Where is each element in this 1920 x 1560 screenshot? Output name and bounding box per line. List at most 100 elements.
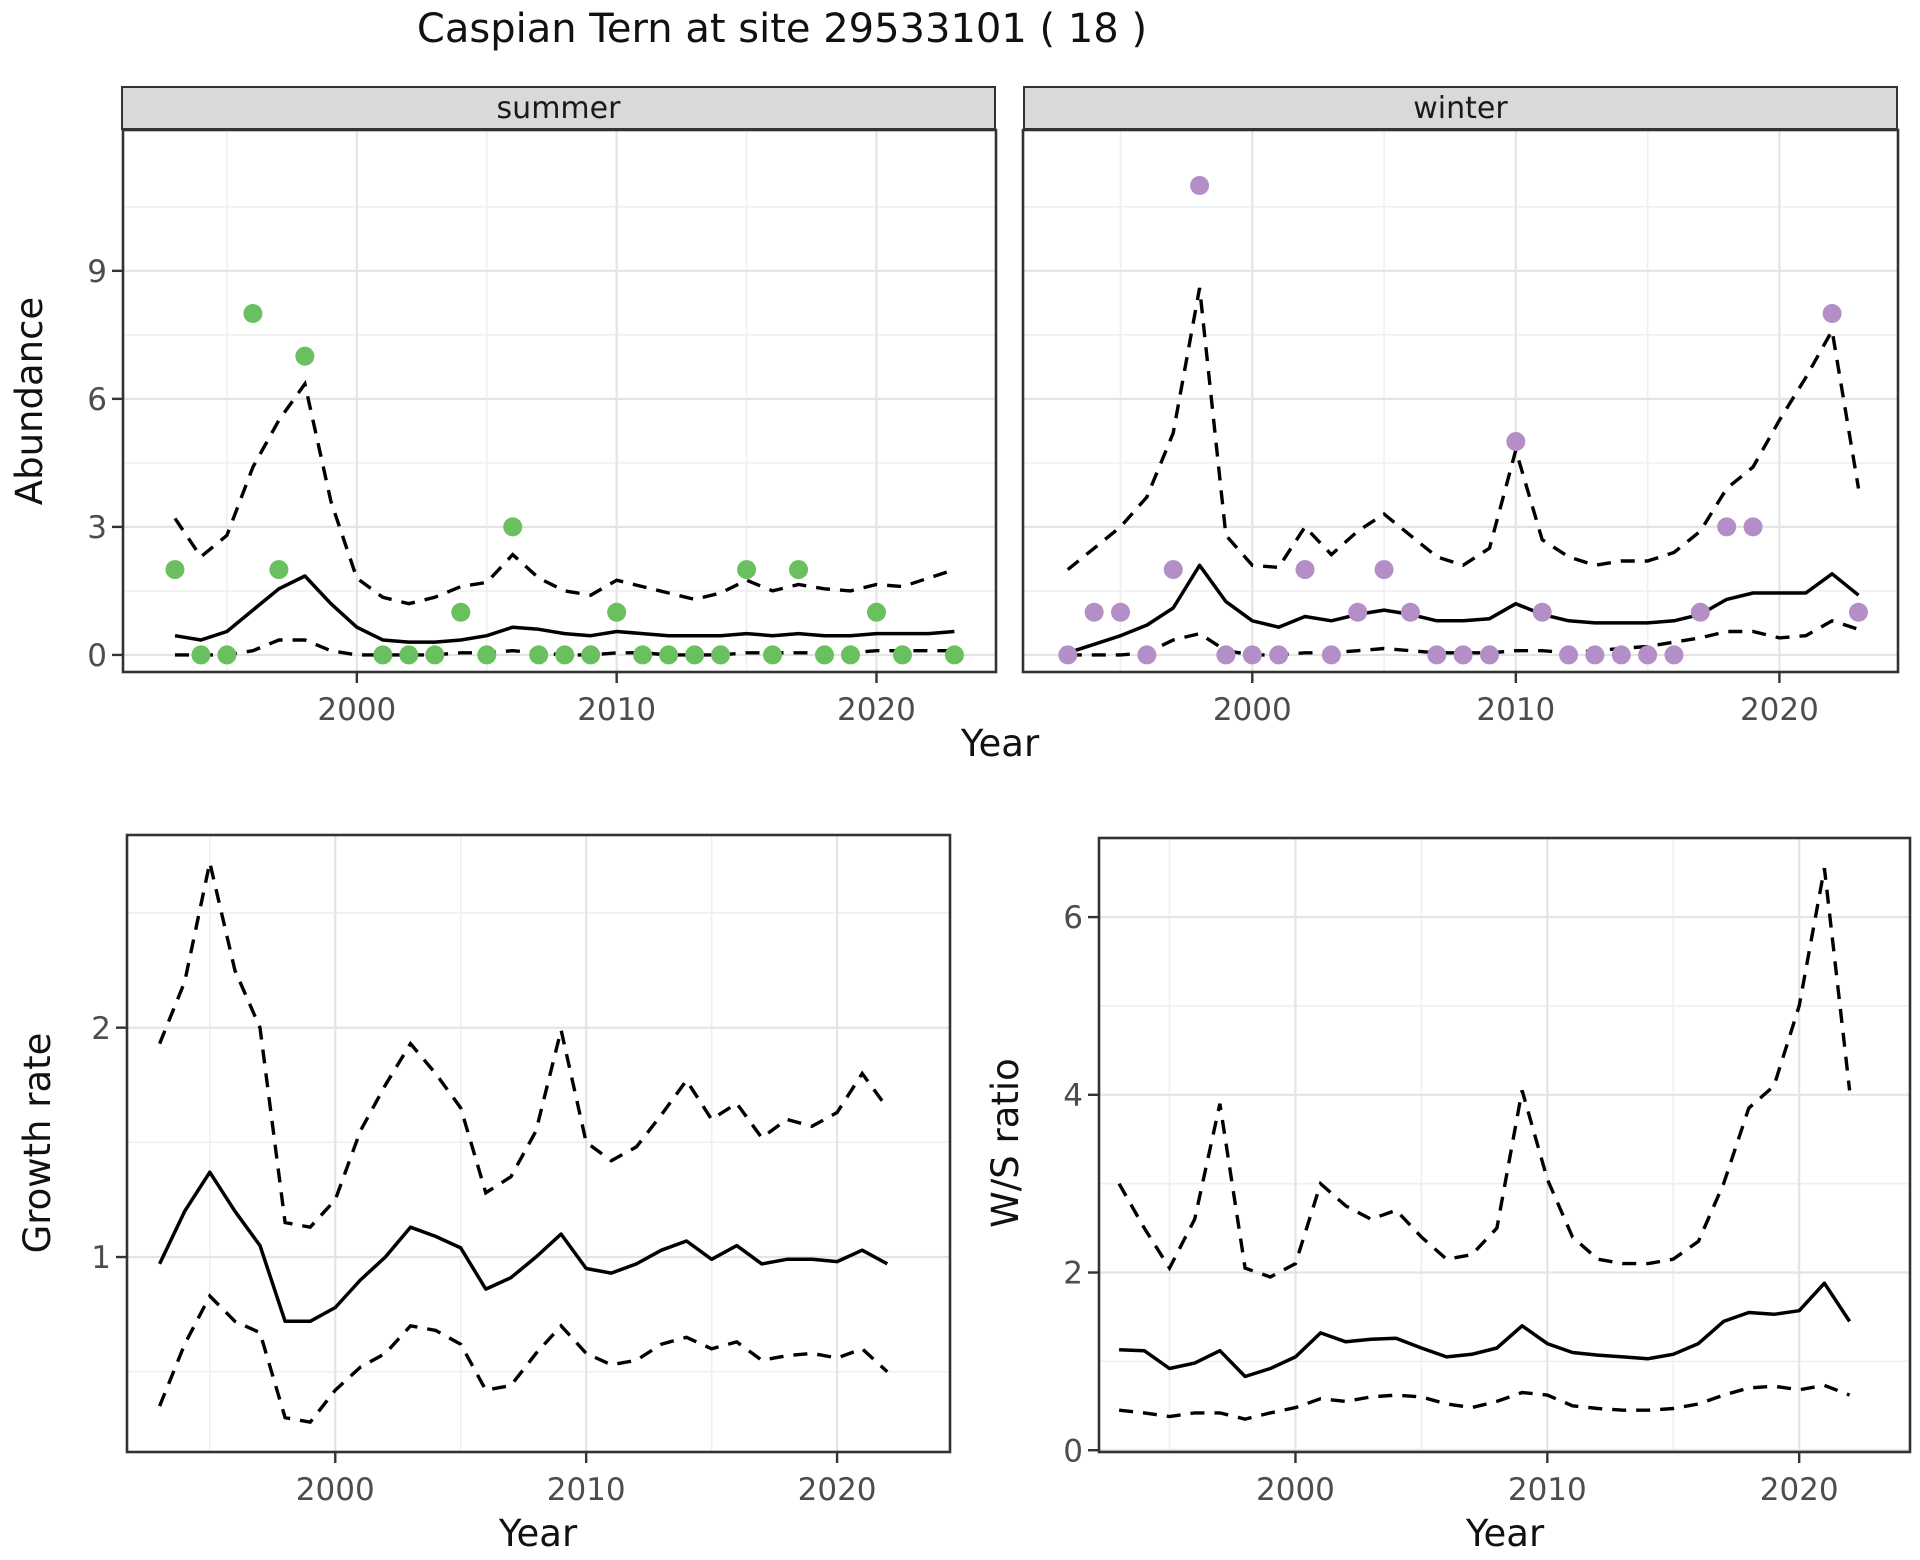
observation-point [1084,602,1104,622]
observation-point [1638,645,1658,665]
ci-upper-line [158,862,889,1230]
observation-point [191,645,211,665]
observation-point [763,645,783,665]
x-tick-label: 2000 [1213,692,1292,728]
facet-strip-winter: winter [1023,86,1898,130]
y-axis-title-abundance: Abundance [8,296,51,506]
panel-border [1097,836,1912,1454]
observation-point [1427,645,1447,665]
observation-point [607,602,627,622]
panel-ws-ratio: 2000 2010 2020 0 2 4 6 [1063,836,1912,1508]
observation-point [451,602,471,622]
observation-point [1585,645,1605,665]
facet-strip-label-summer: summer [496,90,621,126]
ci-upper-line [1117,867,1852,1279]
mean-line [174,574,955,644]
observation-point [581,645,601,665]
observation-point [165,560,185,580]
x-tick-label: 2020 [1740,692,1819,728]
ci-upper-line [1066,287,1861,571]
y-axis-title-ws-ratio: W/S ratio [984,1058,1027,1228]
observation-point [1295,560,1315,580]
observation-point [659,645,679,665]
observation-point [1058,645,1078,665]
facet-strip-label-winter: winter [1413,90,1508,126]
x-tick-label: 2020 [837,692,916,728]
panel-growth-rate: 2000 2010 2020 1 2 [91,833,952,1508]
x-axis-title-year-growth: Year [498,1512,578,1555]
observation-point [1664,645,1684,665]
ci-lower-line [1118,1383,1851,1421]
observation-point [1690,602,1710,622]
x-tick-label: 2010 [1508,1472,1587,1508]
observation-point [866,602,886,622]
observation-point [1717,517,1737,537]
panel-border [1021,128,1900,674]
observation-point [841,645,860,665]
x-tick-label: 2010 [1476,692,1555,728]
observation-point [1453,645,1473,665]
observation-point [243,304,263,324]
panel-abundance-winter: 2000 2010 2020 [1021,128,1900,728]
observation-point [1479,645,1499,665]
y-tick-label: 0 [1063,1433,1083,1469]
observation-point [633,645,653,665]
observation-point [1216,645,1236,665]
panel-border [125,833,952,1454]
observation-point [1532,602,1552,622]
observation-point [815,645,835,665]
observation-point [685,645,705,665]
x-tick-label: 2010 [547,1472,626,1508]
observation-point [1506,432,1526,452]
panel-abundance-summer: 2000 2010 2020 0 3 6 9 [87,128,998,728]
y-tick-label: 1 [91,1240,111,1276]
observation-point [425,645,445,665]
panel-border [121,128,998,674]
observation-point [1611,645,1631,665]
y-tick-label: 3 [87,510,107,546]
observation-point [789,560,809,580]
observation-point [399,645,419,665]
y-tick-label: 6 [87,382,107,418]
observation-point [555,645,575,665]
observation-point [1822,304,1842,324]
observation-point [373,645,393,665]
mean-line [1119,1281,1852,1379]
observation-point [1400,602,1420,622]
y-axis-title-growth-rate: Growth rate [16,1032,59,1254]
facet-strip-summer: summer [121,86,996,130]
x-tick-label: 2000 [317,692,396,728]
y-tick-label: 4 [1063,1078,1083,1114]
panel-background [123,130,996,672]
observation-point [1559,645,1579,665]
x-tick-label: 2000 [1256,1472,1335,1508]
panel-background [1023,130,1898,672]
x-tick-label: 2020 [1760,1472,1839,1508]
observation-point [1848,602,1868,622]
observation-point [711,645,731,665]
observation-point [1137,645,1157,665]
ci-upper-line [173,379,955,606]
observation-point [1743,517,1763,537]
mean-line [1067,563,1860,655]
observation-point [477,645,497,665]
observation-point [944,645,964,665]
x-axis-title-year-top: Year [960,722,1040,765]
x-tick-label: 2020 [798,1472,877,1508]
figure-title: Caspian Tern at site 29533101 ( 18 ) [416,6,1148,52]
observation-point [1111,602,1131,622]
y-tick-label: 0 [87,638,107,674]
x-tick-label: 2000 [296,1472,375,1508]
y-tick-label: 2 [91,1011,111,1047]
observation-point [737,560,757,580]
observation-point [295,346,315,366]
observation-point [217,645,237,665]
x-axis-title-year-ws: Year [1465,1512,1545,1555]
observation-point [1374,560,1394,580]
panel-background [127,835,950,1452]
mean-line [158,1170,889,1324]
observation-point [269,560,289,580]
observation-point [1190,175,1210,195]
panel-background [1099,838,1910,1452]
